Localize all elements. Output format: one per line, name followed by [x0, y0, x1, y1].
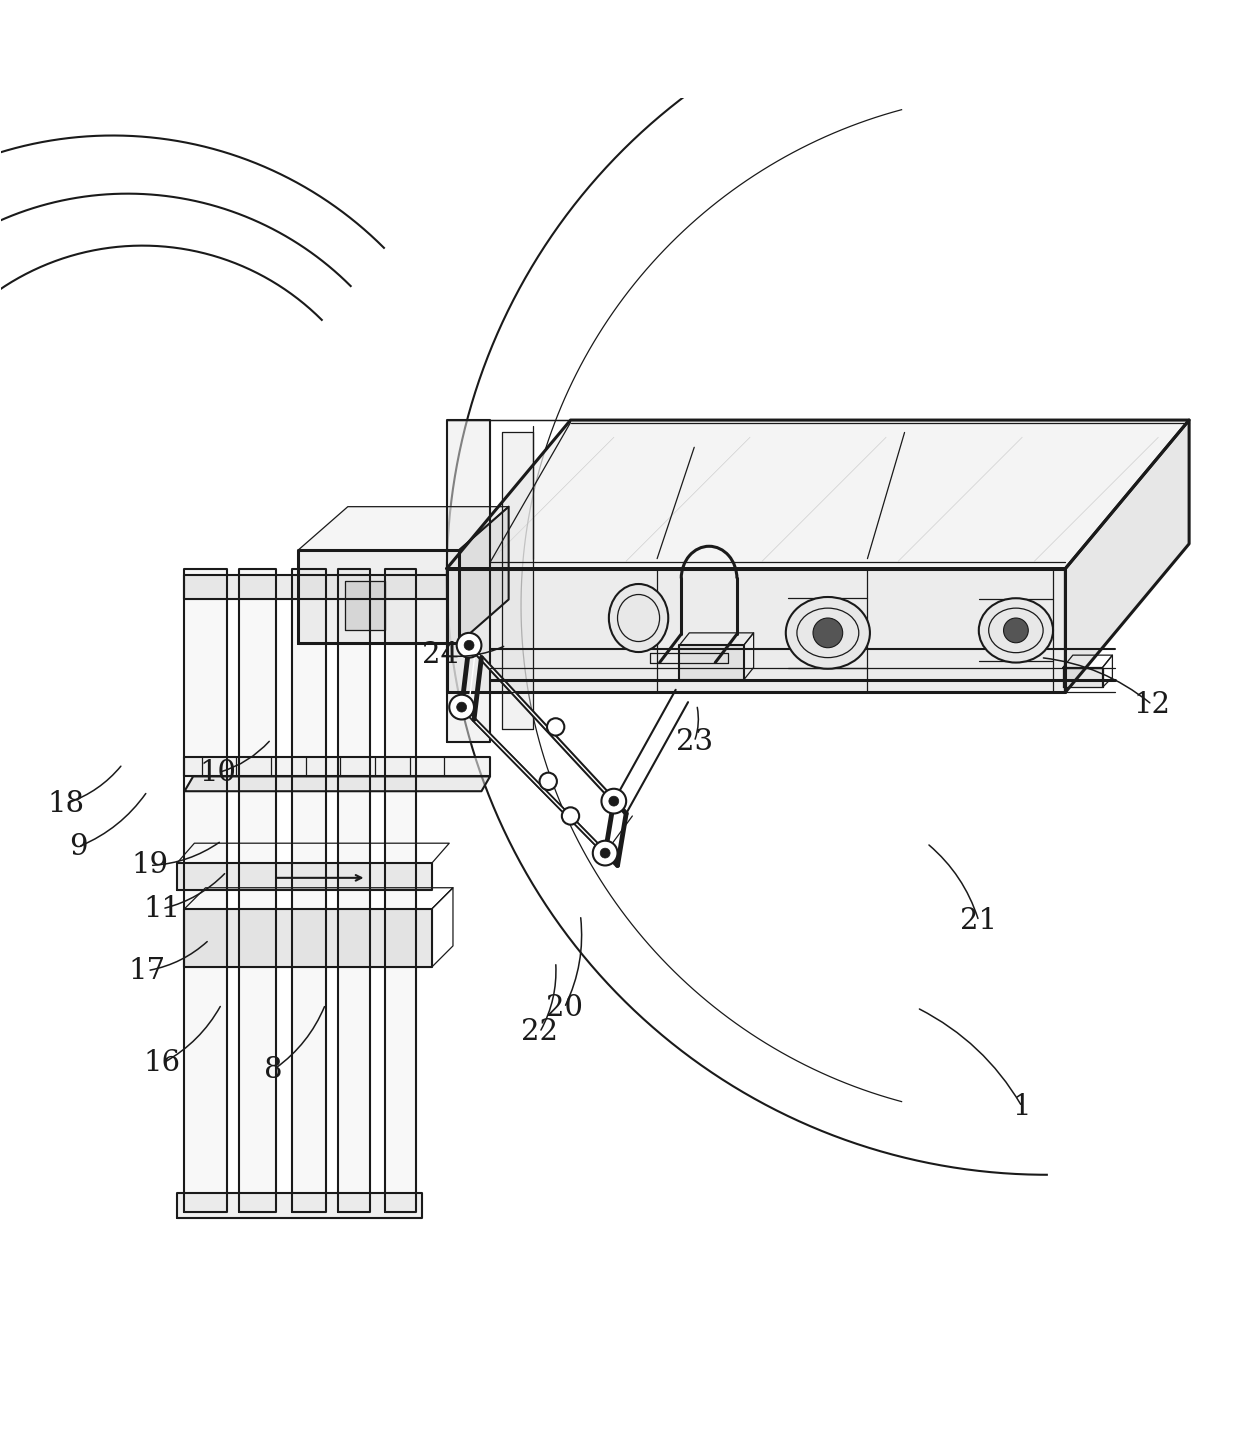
Text: 10: 10 [200, 759, 237, 787]
Text: 21: 21 [960, 908, 997, 935]
Polygon shape [384, 568, 415, 1212]
Circle shape [539, 773, 557, 790]
Text: 1: 1 [1013, 1093, 1032, 1121]
Polygon shape [446, 420, 490, 741]
Text: 18: 18 [47, 790, 84, 817]
Circle shape [1003, 618, 1028, 642]
Text: 19: 19 [131, 852, 169, 879]
Polygon shape [185, 568, 227, 1212]
Text: 8: 8 [264, 1055, 283, 1084]
Polygon shape [502, 433, 533, 730]
Polygon shape [446, 420, 1189, 568]
Polygon shape [177, 1193, 422, 1217]
Polygon shape [185, 757, 490, 776]
Ellipse shape [786, 597, 870, 668]
Polygon shape [1065, 420, 1189, 693]
Polygon shape [239, 568, 277, 1212]
Ellipse shape [609, 584, 668, 652]
Polygon shape [1063, 667, 1102, 687]
Text: 16: 16 [144, 1050, 181, 1077]
Polygon shape [299, 506, 508, 551]
Circle shape [547, 718, 564, 736]
Polygon shape [345, 581, 384, 631]
Text: 24: 24 [422, 641, 459, 670]
Circle shape [593, 840, 618, 866]
Polygon shape [680, 645, 744, 680]
Circle shape [601, 789, 626, 813]
Polygon shape [459, 506, 508, 642]
Circle shape [456, 632, 481, 658]
Text: 12: 12 [1133, 691, 1171, 718]
Text: 20: 20 [546, 994, 583, 1022]
Circle shape [609, 796, 619, 806]
Circle shape [813, 618, 843, 648]
Polygon shape [185, 776, 490, 792]
Circle shape [456, 703, 466, 713]
Polygon shape [299, 551, 459, 642]
Text: 9: 9 [68, 833, 87, 860]
Polygon shape [177, 863, 432, 891]
Polygon shape [446, 568, 1065, 693]
Text: 11: 11 [144, 895, 181, 922]
Circle shape [562, 807, 579, 825]
Polygon shape [185, 909, 432, 967]
Circle shape [449, 694, 474, 720]
Text: 17: 17 [129, 956, 166, 985]
Circle shape [600, 847, 610, 858]
Text: 22: 22 [521, 1018, 558, 1047]
Polygon shape [185, 575, 446, 599]
Text: 23: 23 [676, 727, 713, 756]
Circle shape [464, 641, 474, 650]
Ellipse shape [978, 598, 1053, 663]
Polygon shape [339, 568, 370, 1212]
Polygon shape [293, 568, 326, 1212]
